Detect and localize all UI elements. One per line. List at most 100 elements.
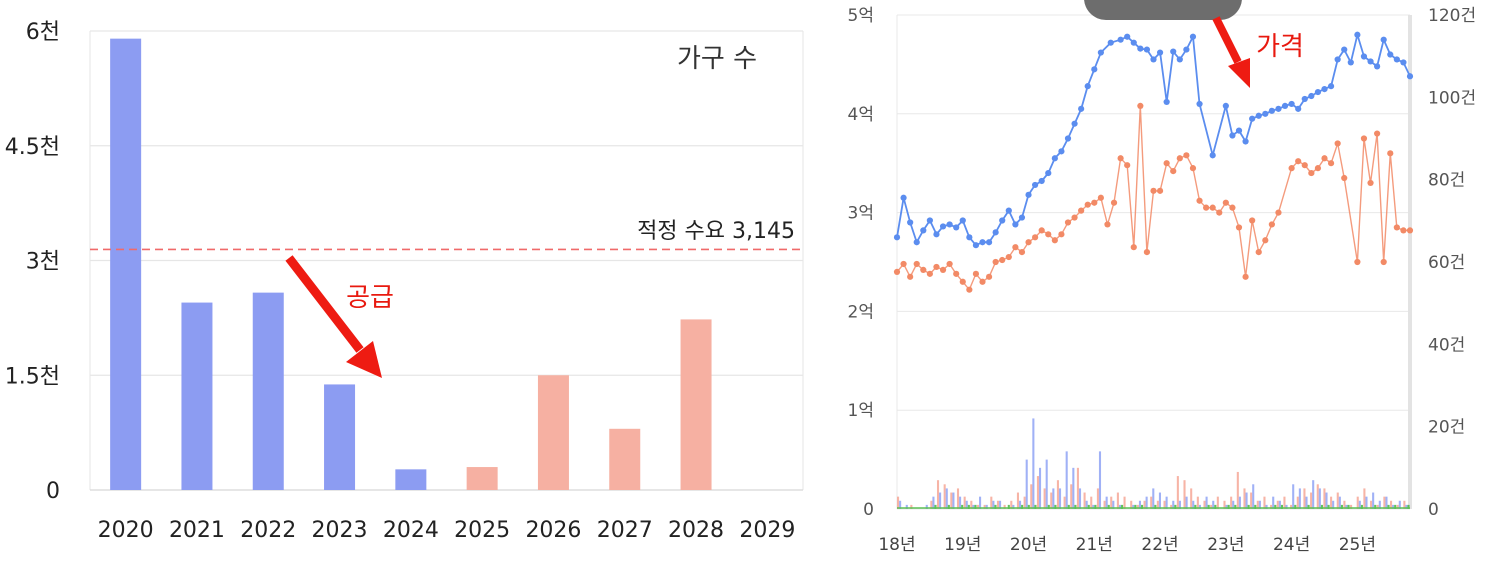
volume-bar xyxy=(1112,500,1115,509)
series-point xyxy=(946,260,953,268)
volume-bar xyxy=(1356,496,1359,509)
volume-bar xyxy=(1045,459,1048,509)
volume-bar xyxy=(1192,500,1195,509)
series-point xyxy=(1360,53,1368,60)
series-point xyxy=(1341,174,1348,182)
volume-bar xyxy=(947,504,950,509)
y-tick-label: 0 xyxy=(46,479,60,504)
series-point xyxy=(900,260,907,268)
bar xyxy=(609,428,641,490)
volume-bar xyxy=(1370,500,1373,509)
x-tick-label: 23년 xyxy=(1207,535,1244,555)
series-point xyxy=(1051,237,1058,244)
series-point xyxy=(1327,160,1335,167)
series-point xyxy=(939,266,947,274)
series-point xyxy=(1058,148,1065,155)
bar xyxy=(110,38,142,491)
volume-bar xyxy=(1383,496,1386,509)
y-right-tick-label: 0 xyxy=(1428,500,1439,520)
series-point xyxy=(1018,249,1026,256)
series-point xyxy=(1189,33,1197,40)
volume-bar xyxy=(952,492,955,509)
down-arrow-icon xyxy=(285,255,382,378)
series-point xyxy=(1196,100,1203,108)
series-point xyxy=(1176,56,1183,63)
volume-bar xyxy=(1092,504,1095,509)
volume-bar xyxy=(1343,500,1346,509)
series-point xyxy=(1301,162,1308,169)
volume-bar xyxy=(1265,504,1268,509)
volume-bar xyxy=(1310,492,1313,509)
bar xyxy=(466,467,498,490)
x-axis-ticks: 18년 19년 20년 21년 22년 23년 24년 25년 xyxy=(878,535,1376,555)
series-point xyxy=(1104,221,1111,228)
volume-bar xyxy=(1074,504,1077,509)
volume-bar xyxy=(1176,476,1179,509)
series-point xyxy=(1255,112,1262,119)
volume-bar xyxy=(992,500,995,509)
volume-bar xyxy=(1350,504,1353,509)
volume-bar xyxy=(1403,500,1406,509)
y-tick-label: 6천 xyxy=(26,20,60,45)
volume-bar xyxy=(1250,492,1253,509)
series-point xyxy=(1281,102,1289,109)
volume-bar xyxy=(1165,496,1168,509)
series-point xyxy=(1097,49,1104,56)
series-point xyxy=(1005,253,1012,261)
series-point xyxy=(1058,231,1065,238)
series-point xyxy=(1288,165,1295,172)
volume-bar xyxy=(1043,488,1046,509)
series-point xyxy=(1170,168,1177,175)
series-point xyxy=(913,239,920,246)
price-arrow-label: 가격 xyxy=(1256,32,1304,62)
volume-bar xyxy=(979,496,982,509)
series-point xyxy=(1071,120,1078,127)
x-tick-label: 20년 xyxy=(1010,535,1047,555)
volume-bar xyxy=(1156,500,1159,509)
volume-bar xyxy=(1145,496,1148,509)
volume-bar xyxy=(1285,504,1288,509)
series-point xyxy=(933,263,940,271)
volume-bar xyxy=(1110,496,1113,509)
volume-bar xyxy=(1083,492,1086,509)
volume-bar xyxy=(1365,496,1368,509)
volume-bar xyxy=(1134,504,1137,509)
series-point xyxy=(1117,155,1124,162)
volume-bar xyxy=(1216,496,1219,509)
y-right-tick-label: 100건 xyxy=(1428,88,1476,108)
series-point xyxy=(1209,204,1216,211)
volume-bar xyxy=(1270,504,1273,509)
series-point xyxy=(1374,63,1381,70)
series-point xyxy=(1163,160,1170,167)
chart-title: 가구 수 xyxy=(677,44,757,74)
volume-bar xyxy=(1256,500,1259,509)
volume-bar xyxy=(1238,496,1241,509)
volume-bar xyxy=(1325,492,1328,509)
volume-bar xyxy=(1332,500,1335,509)
x-tick-label: 21년 xyxy=(1076,535,1113,555)
series-point xyxy=(1183,152,1190,159)
volume-bar xyxy=(1245,492,1248,509)
volume-bar xyxy=(1067,504,1070,509)
volume-bar xyxy=(1025,459,1028,509)
series-point xyxy=(1268,221,1275,228)
volume-bar xyxy=(1290,504,1293,509)
volume-bar xyxy=(1138,500,1142,509)
series-point xyxy=(1005,207,1012,214)
x-tick-label: 2028 xyxy=(668,518,724,543)
volume-bar xyxy=(1247,504,1250,509)
series-point xyxy=(1150,56,1157,63)
series-point xyxy=(1387,150,1394,157)
series-point xyxy=(1288,100,1295,108)
series-point xyxy=(1156,187,1164,194)
volume-bar xyxy=(1030,484,1033,509)
series-point xyxy=(1301,95,1308,103)
volume-bar xyxy=(1152,488,1155,509)
series-point xyxy=(1084,83,1091,90)
series-point xyxy=(1018,214,1026,221)
volume-bar xyxy=(1327,504,1330,509)
x-tick-label: 18년 xyxy=(878,535,915,555)
volume-bar xyxy=(1330,496,1333,509)
series-point xyxy=(966,234,973,241)
